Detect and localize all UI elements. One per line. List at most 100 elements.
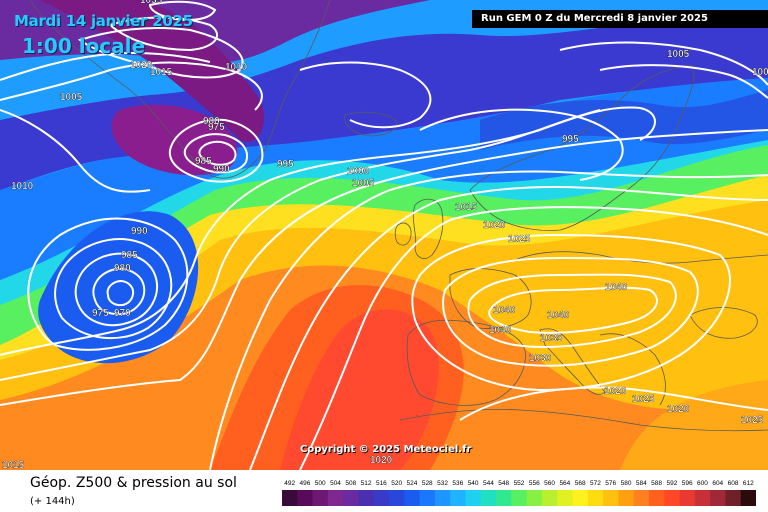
color-scale-swatch bbox=[511, 490, 528, 506]
color-scale-swatch bbox=[297, 490, 313, 506]
isobar-label: 1040 bbox=[493, 305, 516, 316]
color-scale-tick-label: 556 bbox=[529, 480, 540, 487]
color-scale-tick-label: 552 bbox=[514, 480, 525, 487]
isobar-1010 bbox=[209, 170, 768, 470]
isobar-1020 bbox=[299, 206, 768, 470]
color-scale-swatch bbox=[710, 490, 726, 506]
color-scale-swatch bbox=[419, 490, 436, 506]
color-scale-tick-label: 532 bbox=[437, 480, 448, 487]
isobar-label: 1015 bbox=[2, 460, 25, 470]
france-outline bbox=[449, 268, 532, 329]
isobar-arctic-1005 bbox=[559, 41, 768, 86]
isobar-label: 995 bbox=[277, 159, 294, 170]
geopotential-band-524-northeast bbox=[480, 90, 768, 150]
isobar-label: 1030 bbox=[529, 353, 552, 364]
isobar-label: 1000 bbox=[347, 166, 370, 177]
isobar-iceland-low-990 bbox=[168, 118, 264, 183]
color-scale-tick-label: 496 bbox=[300, 480, 311, 487]
isobar-975 bbox=[92, 268, 146, 316]
isobar-label: 1025 bbox=[741, 415, 764, 426]
forecast-date: Mardi 14 janvier 2025 bbox=[14, 12, 193, 30]
isobar-label: 975 bbox=[208, 122, 225, 133]
geopotential-band-592 bbox=[280, 309, 439, 470]
color-scale-tick-label: 540 bbox=[468, 480, 479, 487]
color-scale-tick-label: 508 bbox=[345, 480, 356, 487]
isobar-label: 995 bbox=[562, 134, 579, 145]
geopotential-low-west bbox=[38, 211, 199, 364]
color-scale-tick-label: 608 bbox=[728, 480, 739, 487]
isobar-arctic-1000 bbox=[599, 64, 768, 99]
weather-map: 1035 1020 1015 1010 1005 980 975 985 990… bbox=[0, 0, 768, 470]
color-scale-swatch bbox=[358, 490, 375, 506]
isobar-iceland-low-985 bbox=[183, 133, 248, 174]
isobar-1025 bbox=[411, 233, 731, 392]
isobar-label: 1035 bbox=[140, 0, 163, 6]
isobar-greenland-1030 bbox=[148, 0, 217, 21]
color-scale-swatch bbox=[526, 490, 543, 506]
isobar-label: 980 bbox=[114, 263, 131, 274]
isobar-greenland-1010 bbox=[0, 61, 263, 111]
iceland-outline bbox=[344, 111, 397, 137]
color-scale-swatch bbox=[541, 490, 558, 506]
isobar-1035 bbox=[467, 273, 677, 348]
isobar-1020-south bbox=[459, 386, 768, 421]
color-scale-swatch bbox=[557, 490, 573, 506]
color-scale-tick-label: 548 bbox=[498, 480, 509, 487]
color-scale: 492 496 500 504 508 512 516 520 524 528 532 536 540 5… bbox=[282, 480, 756, 506]
color-scale-tick-label: 504 bbox=[330, 480, 341, 487]
isobar-north-1000 bbox=[299, 61, 432, 129]
color-scale-tick-label: 516 bbox=[376, 480, 387, 487]
isobar-label: 1040 bbox=[489, 325, 512, 336]
isobar-label: 1015 bbox=[150, 67, 173, 78]
color-scale-swatch bbox=[587, 490, 604, 506]
isobar-1000 bbox=[0, 109, 601, 381]
color-scale-swatch bbox=[648, 490, 665, 506]
isobar-iceland-low-980 bbox=[198, 140, 237, 166]
color-scale-swatch bbox=[450, 490, 466, 506]
scandinavia-outline bbox=[469, 64, 695, 231]
isobar-label: 1020 bbox=[604, 386, 627, 397]
isobar-label: 1035 bbox=[540, 333, 563, 344]
color-scale-tick-label: 580 bbox=[621, 480, 632, 487]
isobar-label: 1040 bbox=[547, 310, 570, 321]
color-scale-swatch bbox=[633, 490, 650, 506]
color-scale-swatch bbox=[725, 490, 742, 506]
central-europe-outline bbox=[514, 251, 768, 264]
isobar-label: 1005 bbox=[352, 178, 375, 189]
isobar-995 bbox=[0, 106, 656, 356]
ireland-outline bbox=[394, 222, 412, 246]
color-scale-swatch bbox=[496, 490, 512, 506]
isobar-970 bbox=[106, 279, 135, 307]
color-scale-swatch bbox=[389, 490, 405, 506]
color-scale-swatch bbox=[480, 490, 497, 506]
color-scale-tick-label: 572 bbox=[590, 480, 601, 487]
geopotential-band-high-east bbox=[620, 380, 768, 470]
isobar-1030 bbox=[442, 256, 699, 367]
color-scale-swatch bbox=[572, 490, 589, 506]
isobar-label: 1020 bbox=[130, 60, 153, 71]
isobar-values: 1035 1020 1015 1010 1005 980 975 985 990… bbox=[2, 0, 768, 470]
legend-footer: Géop. Z500 & pression au sol (+ 144h) 49… bbox=[0, 470, 768, 512]
isobar-label: 1025 bbox=[508, 234, 531, 245]
north-africa-coast bbox=[399, 409, 768, 432]
color-scale-swatch bbox=[343, 490, 359, 506]
isobar-label: 1000 bbox=[752, 67, 768, 78]
color-scale-swatch bbox=[679, 490, 696, 506]
iberia-outline bbox=[406, 319, 526, 406]
color-scale-tick-label: 512 bbox=[361, 480, 372, 487]
color-scale-tick-label: 528 bbox=[422, 480, 433, 487]
isobar-label: 970 bbox=[114, 308, 131, 319]
color-scale-tick-label: 536 bbox=[452, 480, 463, 487]
copyright-notice: Copyright © 2025 Meteociel.fr bbox=[300, 444, 472, 455]
color-scale-swatch bbox=[312, 490, 329, 506]
color-scale-swatch bbox=[740, 490, 756, 506]
color-scale-tick-label: 524 bbox=[407, 480, 418, 487]
isobar-label: 1010 bbox=[11, 181, 34, 192]
uk-outline bbox=[412, 198, 444, 259]
isobar-1040 bbox=[488, 286, 658, 334]
color-scale-tick-label: 592 bbox=[666, 480, 677, 487]
color-scale-tick-label: 612 bbox=[743, 480, 754, 487]
isobar-greenland-1020 bbox=[77, 27, 244, 79]
isobars bbox=[0, 0, 768, 470]
